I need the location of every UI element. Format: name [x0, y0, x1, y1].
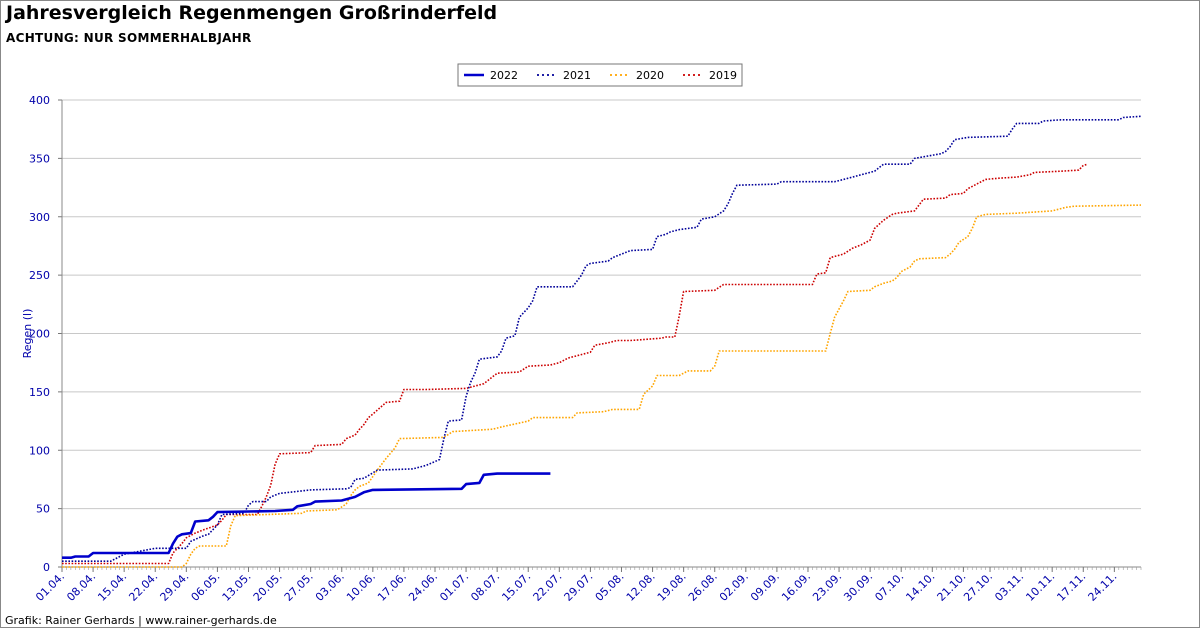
series-line-2021	[62, 115, 1142, 562]
x-tick-label: 16.09.	[779, 570, 813, 604]
y-tick-label: 250	[29, 269, 50, 282]
y-axis-label: Regen (l)	[21, 309, 34, 359]
legend-label-2019: 2019	[709, 69, 737, 82]
x-tick-label: 30.09.	[841, 570, 875, 604]
x-tick-label: 15.04.	[95, 570, 129, 604]
x-tick-label: 07.10.	[872, 570, 906, 604]
y-tick-label: 300	[29, 211, 50, 224]
x-tick-label: 22.04.	[126, 570, 160, 604]
y-tick-label: 400	[29, 94, 50, 107]
x-tick-label: 17.11.	[1054, 570, 1088, 604]
y-tick-label: 100	[29, 444, 50, 457]
x-tick-label: 09.09.	[748, 570, 782, 604]
series-line-2020	[62, 204, 1142, 568]
chart-title: Jahresvergleich Regenmengen Großrinderfe…	[6, 2, 498, 24]
y-tick-label: 50	[36, 503, 50, 516]
x-tick-label: 24.06.	[406, 570, 440, 604]
y-tick-label: 200	[29, 328, 50, 341]
x-tick-label: 29.04.	[158, 570, 192, 604]
x-tick-label: 01.04.	[33, 570, 67, 604]
x-tick-label: 12.08.	[624, 570, 658, 604]
x-tick-label: 27.10.	[961, 570, 995, 604]
legend-label-2020: 2020	[636, 69, 664, 82]
x-tick-label: 03.06.	[313, 570, 347, 604]
legend: 2022 2021 2020 2019	[457, 63, 743, 87]
x-tick-label: 08.04.	[64, 570, 98, 604]
series-line-2022	[62, 472, 551, 559]
series-line-2019	[62, 163, 1088, 565]
x-tick-label: 21.10.	[935, 570, 969, 604]
x-tick-label: 20.05.	[251, 570, 285, 604]
x-tick-label: 03.11.	[992, 570, 1026, 604]
y-tick-label: 350	[29, 152, 50, 165]
x-tick-label: 02.09.	[717, 570, 751, 604]
legend-label-2021: 2021	[563, 69, 591, 82]
x-tick-label: 27.05.	[282, 570, 316, 604]
x-tick-label: 05.08.	[593, 570, 627, 604]
y-tick-label: 0	[43, 561, 50, 574]
x-tick-label: 01.07.	[437, 570, 471, 604]
x-tick-label: 17.06.	[375, 570, 409, 604]
legend-label-2022: 2022	[490, 69, 518, 82]
x-tick-label: 08.07.	[468, 570, 502, 604]
x-tick-label: 29.07.	[562, 570, 596, 604]
x-tick-label: 15.07.	[499, 570, 533, 604]
y-tick-label: 150	[29, 386, 50, 399]
x-tick-label: 26.08.	[686, 570, 720, 604]
legend-box	[457, 63, 743, 87]
x-tick-label: 10.06.	[344, 570, 378, 604]
x-tick-label: 14.10.	[903, 570, 937, 604]
chart-footer: Grafik: Rainer Gerhards | www.rainer-ger…	[5, 614, 277, 627]
x-tick-label: 10.11.	[1023, 570, 1057, 604]
x-tick-label: 06.05.	[189, 570, 223, 604]
x-tick-label: 19.08.	[655, 570, 689, 604]
x-tick-label: 22.07.	[530, 570, 564, 604]
x-tick-label: 23.09.	[810, 570, 844, 604]
x-tick-label: 24.11.	[1086, 570, 1120, 604]
x-tick-label: 13.05.	[220, 570, 254, 604]
chart-subtitle: ACHTUNG: NUR SOMMERHALBJAHR	[6, 31, 252, 45]
